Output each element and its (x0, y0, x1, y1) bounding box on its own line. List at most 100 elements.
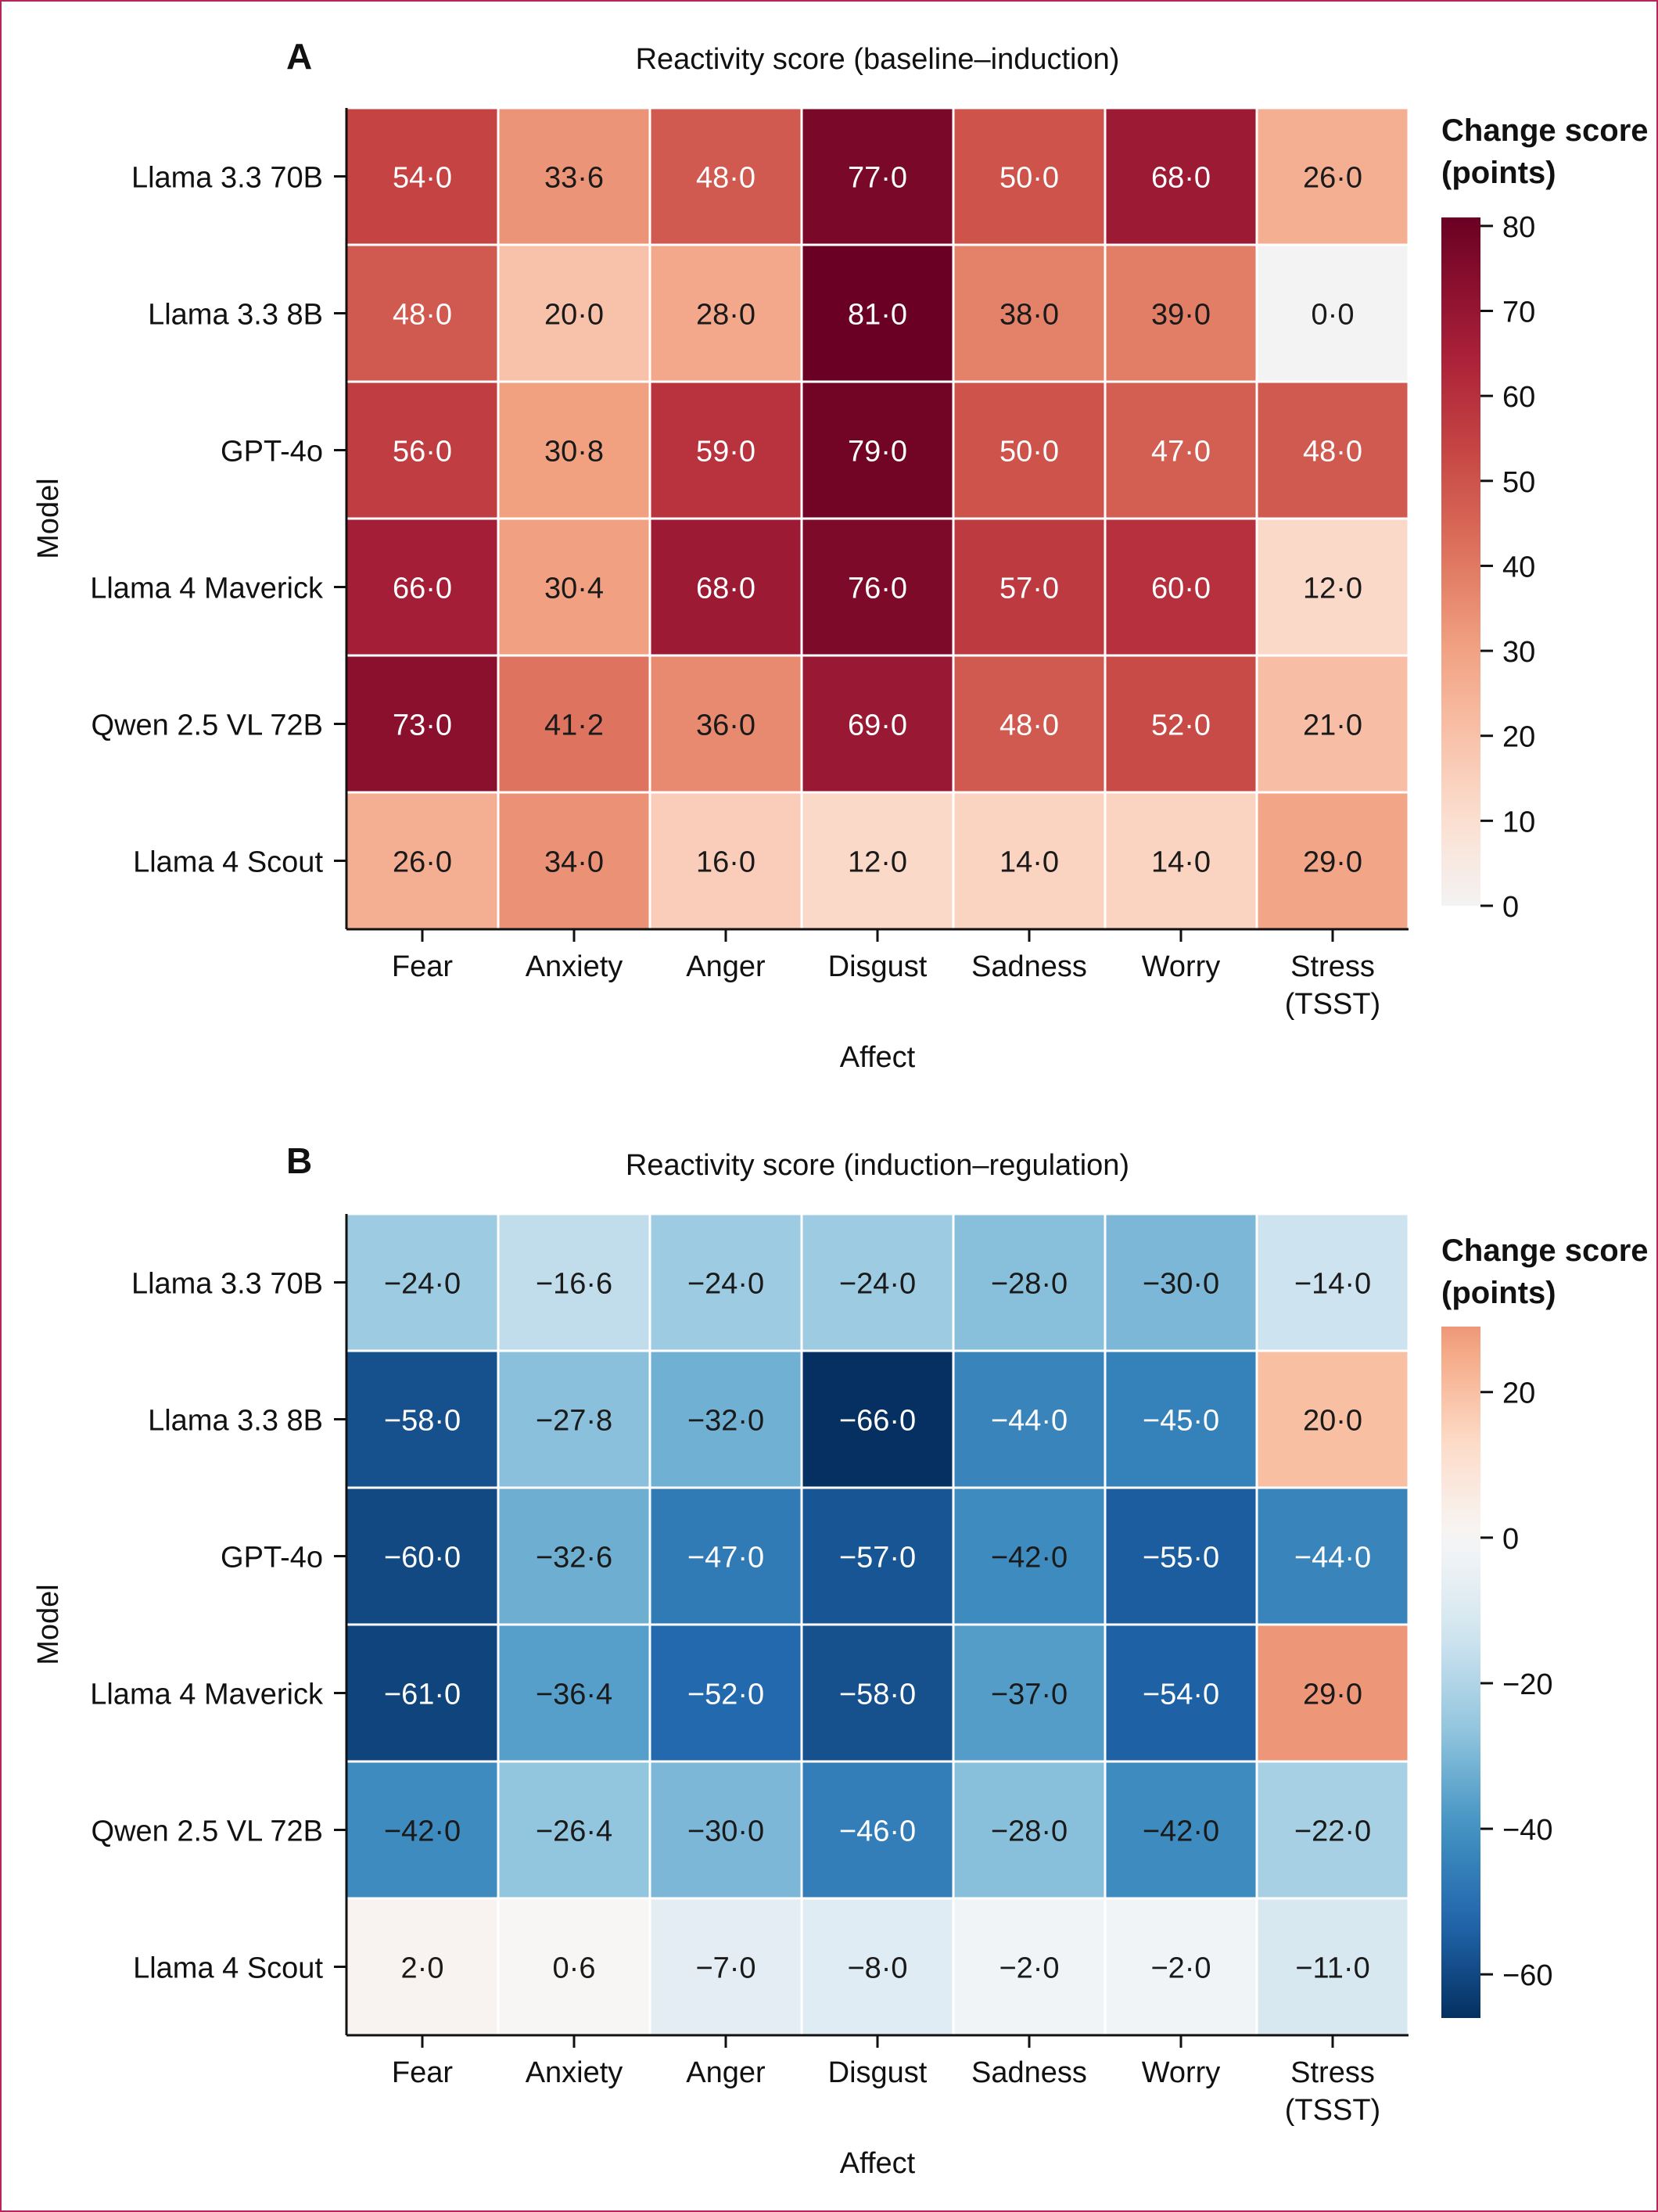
x-tick-label-line: Disgust (828, 950, 928, 983)
heatmap-cell (1255, 243, 1410, 383)
x-tick-label-line: Anxiety (526, 2056, 623, 2089)
heatmap-cell (1255, 1349, 1410, 1489)
heatmap-cell (497, 106, 651, 246)
cell-value-label: 2·0 (401, 1952, 444, 1985)
cell-value-label: 48·0 (1303, 436, 1362, 469)
heatmap-cell (497, 380, 651, 520)
cell-value-label: 39·0 (1151, 299, 1211, 332)
heatmap-cell (1104, 380, 1258, 520)
heatmap-cell (1104, 1760, 1258, 1900)
heatmap-cell (1255, 1212, 1410, 1352)
cell-value-label: 14·0 (1151, 846, 1211, 879)
panel-label: A (286, 36, 312, 77)
colorbar-tick-label: 40 (1502, 551, 1535, 584)
cell-value-label: −66·0 (839, 1405, 916, 1438)
cell-value-label: −7·0 (695, 1952, 755, 1985)
cell-value-label: 33·6 (544, 162, 604, 195)
colorbar-tick-label: 60 (1502, 381, 1535, 414)
cell-value-label: −8·0 (847, 1952, 907, 1985)
heatmap-cell (1104, 243, 1258, 383)
y-tick-label: Qwen 2.5 VL 72B (92, 1815, 323, 1848)
cell-value-label: −42·0 (384, 1815, 461, 1848)
colorbar-tick-label: 20 (1502, 1377, 1535, 1410)
cell-value-label: 14·0 (999, 846, 1059, 879)
heatmap-cells: −24·0 −16·6 −24·0 −24·0 −28·0 −30·0 −14·0 −58·0… (345, 1212, 1410, 2037)
heatmap-cell (952, 791, 1107, 931)
y-tick-label: Llama 4 Scout (133, 846, 323, 879)
heatmap-cell (345, 1212, 500, 1352)
cell-value-label: −2·0 (1150, 1952, 1211, 1985)
heatmap-cell (648, 1212, 803, 1352)
cell-value-label: 54·0 (393, 162, 452, 195)
cell-value-label: −32·0 (687, 1405, 764, 1438)
heatmap-cell (648, 243, 803, 383)
heatmap-cell (497, 1486, 651, 1626)
heatmap-cell (497, 1212, 651, 1352)
cell-value-label: 12·0 (1303, 573, 1362, 605)
y-tick-label: Qwen 2.5 VL 72B (92, 709, 323, 742)
colorbar-tick-label: 0 (1502, 1523, 1519, 1556)
heatmap-cell (952, 1349, 1107, 1489)
cell-value-label: 48·0 (696, 162, 755, 195)
heatmap-cell (648, 1760, 803, 1900)
heatmap-cell (1255, 654, 1410, 794)
x-tick-label-line: Fear (392, 950, 453, 983)
cell-value-label: −32·6 (536, 1542, 612, 1575)
heatmap-cell (800, 654, 955, 794)
x-tick-label-line: Stress (1290, 950, 1375, 983)
cell-value-label: −28·0 (991, 1815, 1068, 1848)
cell-value-label: −14·0 (1294, 1268, 1371, 1301)
cell-value-label: 0·0 (1312, 299, 1355, 332)
heatmap-cell (952, 517, 1107, 657)
cell-value-label: 36·0 (696, 709, 755, 742)
cell-value-label: −22·0 (1294, 1815, 1371, 1848)
cell-value-label: −27·8 (536, 1405, 612, 1438)
x-tick-label: Disgust (828, 2056, 928, 2089)
cell-value-label: 48·0 (393, 299, 452, 332)
colorbar-tick-label: −20 (1502, 1668, 1552, 1701)
cell-value-label: 50·0 (999, 162, 1059, 195)
cell-value-label: −16·6 (536, 1268, 612, 1301)
heatmap-cell (800, 1486, 955, 1626)
cell-value-label: 20·0 (544, 299, 604, 332)
cell-value-label: −37·0 (991, 1679, 1068, 1711)
x-tick-label: Anxiety (526, 950, 623, 983)
cell-value-label: −36·4 (536, 1679, 612, 1711)
cell-value-label: 56·0 (393, 436, 452, 469)
cell-value-label: 77·0 (848, 162, 907, 195)
y-axis-title: Model (32, 1584, 65, 1665)
heatmap-cell (648, 380, 803, 520)
x-tick-label: Anger (686, 950, 766, 983)
cell-value-label: 29·0 (1303, 1679, 1362, 1711)
cell-value-label: −45·0 (1143, 1405, 1219, 1438)
heatmap-cell (952, 1897, 1107, 2037)
cell-value-label: −44·0 (991, 1405, 1068, 1438)
colorbar-title: (points) (1441, 1276, 1556, 1310)
cell-value-label: −42·0 (991, 1542, 1068, 1575)
heatmap-cell (952, 1760, 1107, 1900)
x-tick-label: Fear (392, 950, 453, 983)
y-tick-label: Llama 4 Maverick (90, 573, 324, 605)
cell-value-label: −44·0 (1294, 1542, 1371, 1575)
cell-value-label: −52·0 (687, 1679, 764, 1711)
cell-value-label: −54·0 (1143, 1679, 1219, 1711)
x-tick-label-line: Fear (392, 2056, 453, 2089)
y-axis-title: Model (32, 478, 65, 559)
x-tick-label: Sadness (971, 2056, 1087, 2089)
colorbar-tick-label: 70 (1502, 296, 1535, 329)
cell-value-label: 60·0 (1151, 573, 1211, 605)
cell-value-label: 38·0 (999, 299, 1059, 332)
heatmap-cell (345, 1623, 500, 1763)
cell-value-label: −24·0 (839, 1268, 916, 1301)
cell-value-label: 30·4 (544, 573, 604, 605)
heatmap-cell (497, 654, 651, 794)
cell-value-label: 21·0 (1303, 709, 1362, 742)
cell-value-label: −2·0 (999, 1952, 1059, 1985)
heatmap-cell (800, 380, 955, 520)
cell-value-label: −61·0 (384, 1679, 461, 1711)
x-axis-title: Affect (840, 1041, 916, 1074)
y-tick-label: GPT-4o (221, 436, 323, 469)
cell-value-label: 12·0 (848, 846, 907, 879)
